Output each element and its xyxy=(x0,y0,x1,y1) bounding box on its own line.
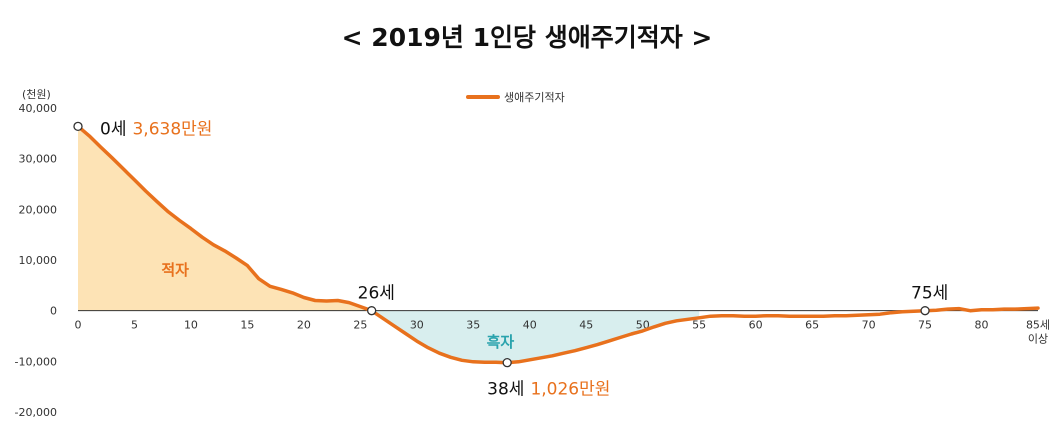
annotation-marker xyxy=(920,306,930,316)
area-fill-흑자 xyxy=(371,310,700,363)
series-group xyxy=(76,124,1040,365)
area-fills xyxy=(78,126,700,363)
x-tick-label: 45 xyxy=(579,319,593,332)
x-tick-label: 20 xyxy=(297,319,311,332)
legend-label: 생애주기적자 xyxy=(504,91,565,104)
x-tick-label: 85세 xyxy=(1026,319,1050,332)
x-tick-label: 40 xyxy=(523,319,537,332)
annotation-value: 1,026만원 xyxy=(530,380,610,400)
annotation-label: 75세 xyxy=(911,284,948,304)
annotation-age: 75세 xyxy=(911,284,948,304)
region-label-surplus: 흑자 xyxy=(487,333,515,351)
x-tick-label: 15 xyxy=(240,319,254,332)
x-tick-sublabel: 이상 xyxy=(1028,333,1048,346)
chart-title: < 2019년 1인당 생애주기적자 > xyxy=(342,23,713,52)
annotations: 0세 3,638만원 26세 38세 1,026만원 75세 xyxy=(73,119,948,400)
area-fill-적자 xyxy=(78,126,372,311)
x-tick-label: 0 xyxy=(75,319,82,332)
annotation-label: 38세 1,026만원 xyxy=(487,380,610,400)
x-tick-label: 80 xyxy=(975,319,989,332)
x-tick-label: 5 xyxy=(131,319,138,332)
y-tick-label: 20,000 xyxy=(19,203,58,216)
annotation-age: 26세 xyxy=(358,284,395,304)
y-tick-label: -10,000 xyxy=(15,355,57,368)
annotation-value: 3,638만원 xyxy=(132,119,212,139)
annotation-marker xyxy=(73,121,83,131)
y-axis-unit-label: (천원) xyxy=(22,87,51,101)
x-tick-label: 65 xyxy=(805,319,819,332)
x-tick-label: 35 xyxy=(466,319,480,332)
annotation-marker xyxy=(366,306,377,316)
x-tick-label: 10 xyxy=(184,319,198,332)
y-tick-label: -20,000 xyxy=(15,406,57,419)
y-tick-label: 0 xyxy=(50,305,57,318)
annotation-age: 38세 xyxy=(487,380,524,400)
y-axis: 40,000 30,000 20,000 10,000 0 -10,000 -20,000 xyxy=(15,102,57,419)
x-tick-label: 25 xyxy=(353,319,367,332)
x-tick-label: 75 xyxy=(918,319,932,332)
annotation-label: 26세 xyxy=(358,284,395,304)
x-tick-label: 55 xyxy=(692,319,706,332)
annotation-label: 0세 3,638만원 xyxy=(100,119,212,139)
y-tick-label: 10,000 xyxy=(19,254,58,267)
y-tick-label: 30,000 xyxy=(19,153,58,166)
region-label-deficit: 적자 xyxy=(161,261,189,279)
annotation-age: 0세 xyxy=(100,119,126,139)
series-line xyxy=(76,124,1040,365)
y-tick-label: 40,000 xyxy=(19,102,58,115)
x-tick-label: 70 xyxy=(862,319,876,332)
x-tick-label: 60 xyxy=(749,319,763,332)
x-tick-label: 30 xyxy=(410,319,424,332)
legend: 생애주기적자 xyxy=(466,91,565,104)
annotation-marker xyxy=(502,358,512,368)
